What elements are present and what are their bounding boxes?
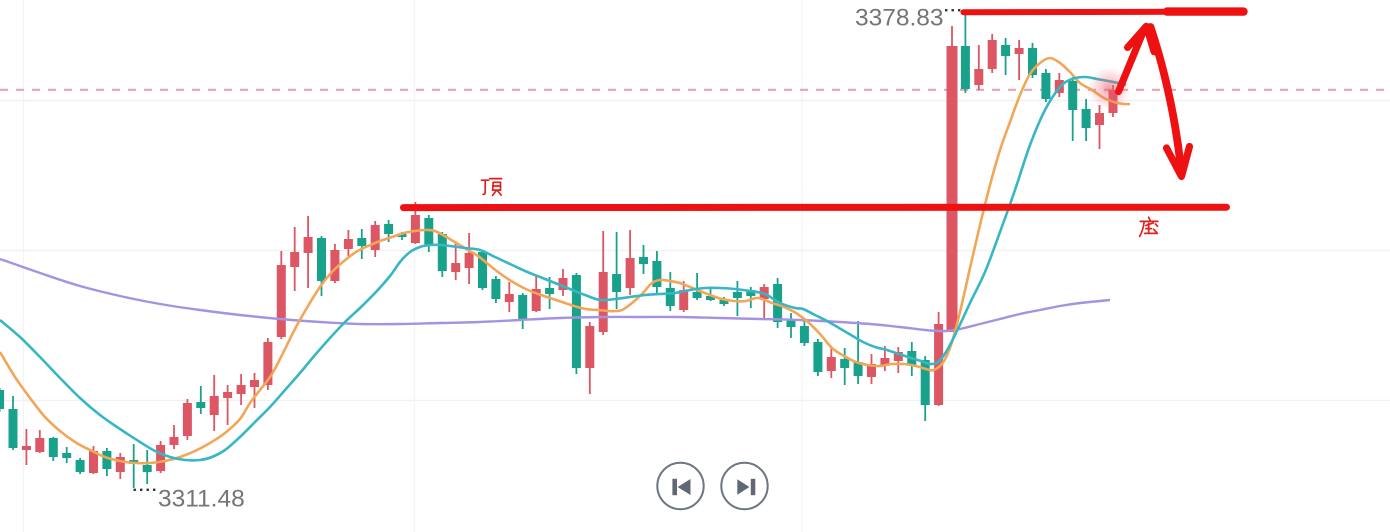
svg-text:3311.48: 3311.48: [158, 486, 245, 513]
svg-text:3378.83: 3378.83: [855, 5, 944, 32]
